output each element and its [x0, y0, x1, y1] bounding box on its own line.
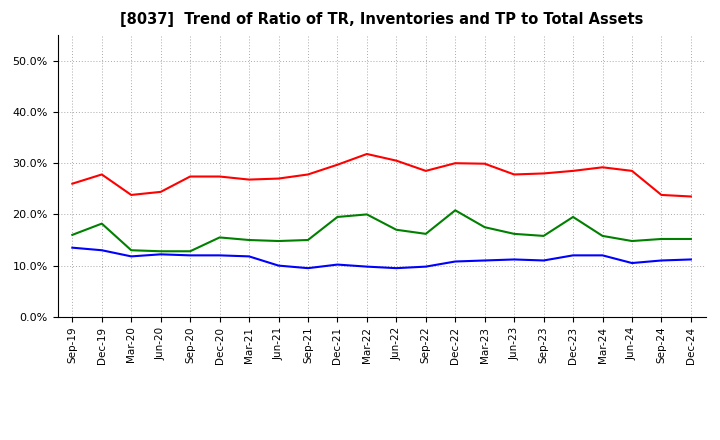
Inventories — [510, 257, 518, 262]
Trade Receivables — [68, 181, 76, 186]
Trade Payables — [657, 236, 666, 242]
Trade Payables — [451, 208, 459, 213]
Trade Receivables — [569, 168, 577, 173]
Trade Payables — [392, 227, 400, 232]
Trade Payables — [304, 237, 312, 242]
Inventories — [569, 253, 577, 258]
Trade Payables — [274, 238, 283, 244]
Trade Receivables — [480, 161, 489, 166]
Trade Receivables — [186, 174, 194, 179]
Trade Receivables — [510, 172, 518, 177]
Trade Payables — [127, 248, 135, 253]
Inventories — [363, 264, 372, 269]
Trade Payables — [186, 249, 194, 254]
Inventories — [127, 254, 135, 259]
Trade Receivables — [215, 174, 224, 179]
Line: Trade Payables: Trade Payables — [72, 210, 691, 251]
Trade Payables — [569, 214, 577, 220]
Inventories — [245, 254, 253, 259]
Trade Payables — [510, 231, 518, 236]
Trade Receivables — [97, 172, 106, 177]
Title: [8037]  Trend of Ratio of TR, Inventories and TP to Total Assets: [8037] Trend of Ratio of TR, Inventories… — [120, 12, 643, 27]
Trade Payables — [245, 237, 253, 242]
Trade Receivables — [598, 165, 607, 170]
Trade Receivables — [363, 151, 372, 157]
Inventories — [333, 262, 342, 267]
Trade Receivables — [657, 192, 666, 198]
Inventories — [274, 263, 283, 268]
Inventories — [598, 253, 607, 258]
Line: Trade Receivables: Trade Receivables — [72, 154, 691, 197]
Trade Receivables — [156, 189, 165, 194]
Trade Receivables — [274, 176, 283, 181]
Inventories — [451, 259, 459, 264]
Trade Receivables — [127, 192, 135, 198]
Trade Receivables — [628, 168, 636, 173]
Inventories — [480, 258, 489, 263]
Trade Payables — [215, 235, 224, 240]
Trade Payables — [628, 238, 636, 244]
Inventories — [539, 258, 548, 263]
Inventories — [186, 253, 194, 258]
Trade Receivables — [392, 158, 400, 163]
Trade Receivables — [539, 171, 548, 176]
Inventories — [68, 245, 76, 250]
Inventories — [657, 258, 666, 263]
Trade Payables — [68, 232, 76, 238]
Trade Payables — [539, 233, 548, 238]
Inventories — [687, 257, 696, 262]
Trade Payables — [480, 224, 489, 230]
Inventories — [215, 253, 224, 258]
Trade Payables — [156, 249, 165, 254]
Inventories — [392, 265, 400, 271]
Trade Receivables — [421, 168, 430, 173]
Trade Payables — [363, 212, 372, 217]
Trade Payables — [687, 236, 696, 242]
Trade Receivables — [333, 162, 342, 167]
Trade Receivables — [451, 161, 459, 166]
Trade Payables — [598, 233, 607, 238]
Inventories — [628, 260, 636, 266]
Trade Receivables — [687, 194, 696, 199]
Trade Receivables — [245, 177, 253, 182]
Trade Payables — [333, 214, 342, 220]
Line: Inventories: Inventories — [72, 248, 691, 268]
Inventories — [304, 265, 312, 271]
Inventories — [156, 252, 165, 257]
Inventories — [97, 248, 106, 253]
Trade Payables — [421, 231, 430, 236]
Inventories — [421, 264, 430, 269]
Trade Receivables — [304, 172, 312, 177]
Trade Payables — [97, 221, 106, 226]
